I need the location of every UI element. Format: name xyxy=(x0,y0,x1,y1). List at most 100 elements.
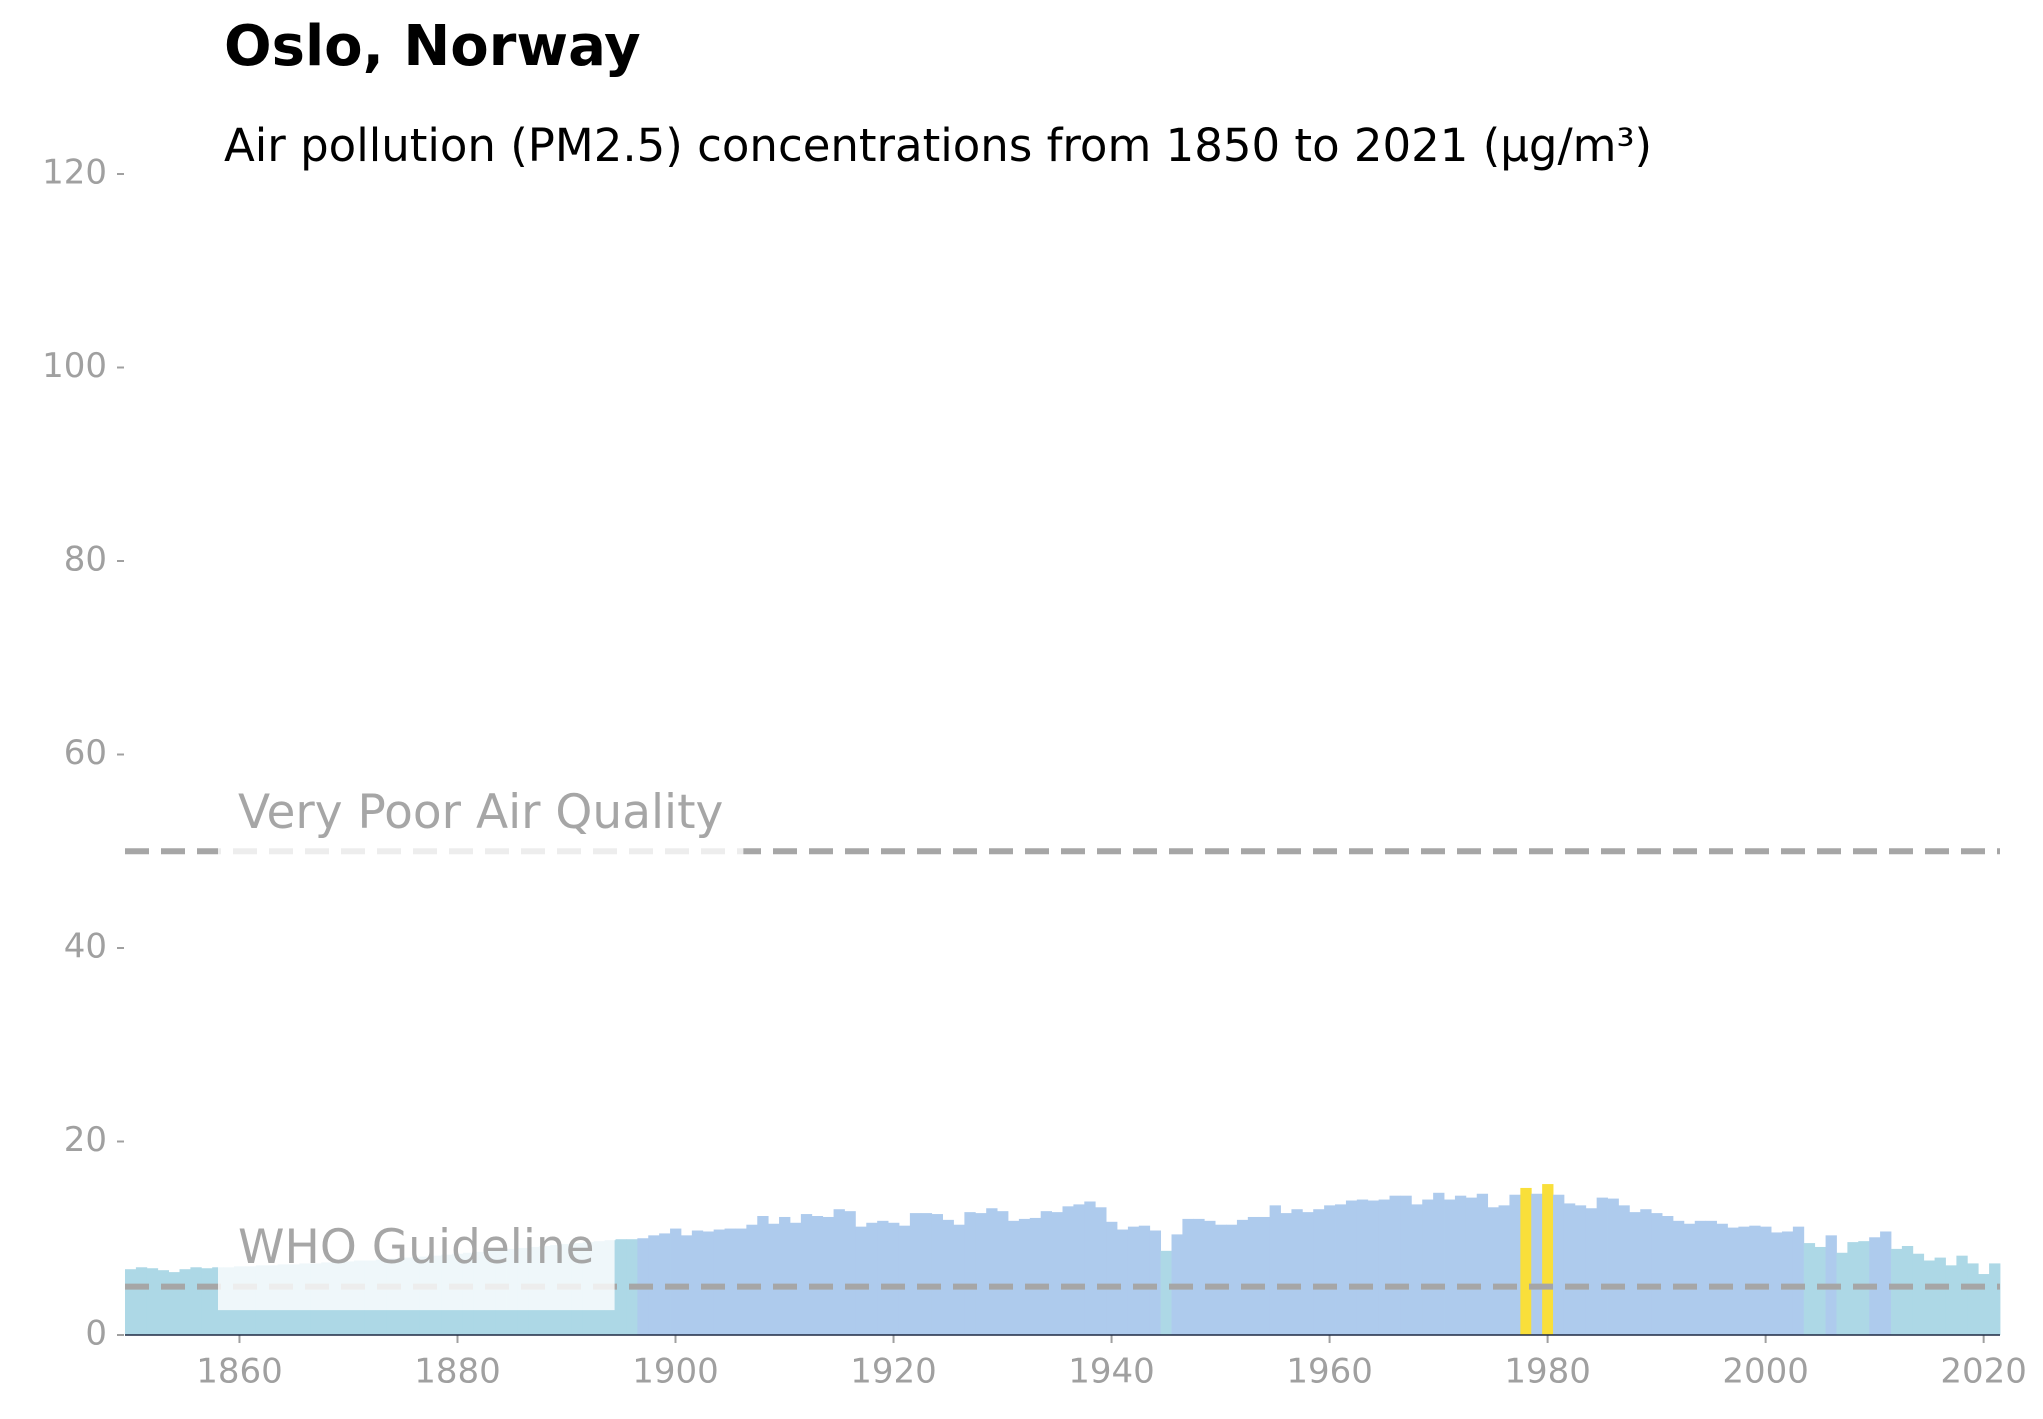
bar xyxy=(1738,1226,1750,1335)
bar xyxy=(822,1216,834,1335)
bar xyxy=(1084,1201,1096,1335)
bar xyxy=(1509,1194,1521,1335)
x-tick-label: 1900 xyxy=(632,1352,719,1392)
bar xyxy=(1236,1219,1249,1335)
bar xyxy=(1073,1204,1085,1335)
y-tick-label: 80 xyxy=(64,540,107,580)
bar xyxy=(1803,1243,1816,1335)
bar xyxy=(1672,1220,1685,1335)
y-tick-label: 40 xyxy=(64,927,107,967)
bar xyxy=(1923,1260,1935,1335)
bar xyxy=(1422,1199,1434,1335)
bar xyxy=(1934,1257,1946,1335)
bar xyxy=(1792,1226,1805,1335)
bar xyxy=(866,1222,878,1335)
bar xyxy=(691,1230,704,1335)
bar xyxy=(1563,1203,1576,1335)
bar xyxy=(1454,1195,1467,1335)
bar xyxy=(135,1267,148,1335)
label-background xyxy=(218,1210,615,1311)
bar xyxy=(1356,1199,1369,1335)
bar xyxy=(1967,1263,1979,1335)
bar xyxy=(1335,1204,1347,1335)
bar xyxy=(724,1228,736,1335)
x-tick-label: 1980 xyxy=(1504,1352,1591,1392)
y-tick-label: 0 xyxy=(85,1314,107,1354)
bar xyxy=(1302,1212,1314,1335)
chart-title: Oslo, Norway xyxy=(224,14,641,79)
bar xyxy=(1226,1224,1238,1335)
label-background xyxy=(218,774,744,875)
bar xyxy=(670,1228,682,1335)
bar xyxy=(1051,1212,1063,1335)
bar xyxy=(1956,1255,1968,1335)
bar xyxy=(1291,1209,1303,1335)
bar xyxy=(1324,1205,1336,1335)
bar xyxy=(1465,1197,1478,1335)
bar xyxy=(1683,1223,1696,1335)
bar xyxy=(1771,1232,1783,1335)
bar xyxy=(1498,1205,1510,1335)
bar xyxy=(146,1268,159,1335)
bar xyxy=(1705,1220,1717,1335)
bar xyxy=(1760,1226,1772,1335)
bar xyxy=(986,1208,998,1335)
bar xyxy=(1345,1200,1358,1335)
bar xyxy=(1367,1200,1380,1335)
bar xyxy=(1433,1192,1445,1335)
bar xyxy=(1204,1220,1216,1335)
bar xyxy=(1836,1252,1848,1335)
reference-label: Very Poor Air Quality xyxy=(238,785,723,840)
bar xyxy=(964,1212,976,1335)
bar xyxy=(1313,1209,1325,1335)
bar xyxy=(1520,1187,1532,1335)
bar xyxy=(1117,1229,1129,1335)
bar xyxy=(1629,1212,1641,1335)
bar xyxy=(1694,1220,1707,1335)
y-tick-label: 100 xyxy=(42,346,107,386)
bar xyxy=(757,1215,769,1335)
bar xyxy=(1040,1211,1052,1335)
y-tick-label: 120 xyxy=(42,153,107,193)
chart-subtitle: Air pollution (PM2.5) concentrations fro… xyxy=(224,119,1652,172)
bar xyxy=(157,1270,170,1335)
bar xyxy=(833,1209,845,1335)
bar xyxy=(212,1267,224,1335)
x-tick-label: 2020 xyxy=(1940,1352,2027,1392)
bar xyxy=(855,1226,867,1335)
bar xyxy=(844,1211,856,1335)
bar xyxy=(1651,1213,1663,1335)
bar xyxy=(1149,1230,1162,1335)
bar xyxy=(125,1269,137,1335)
bar xyxy=(1814,1246,1826,1335)
bar xyxy=(1945,1265,1957,1335)
x-tick-label: 1960 xyxy=(1286,1352,1373,1392)
bar xyxy=(1596,1197,1608,1335)
bar xyxy=(1749,1225,1761,1335)
x-tick-label: 1940 xyxy=(1068,1352,1155,1392)
bar xyxy=(190,1267,202,1335)
bar xyxy=(1640,1209,1652,1335)
bar xyxy=(1018,1218,1031,1335)
bar xyxy=(1269,1205,1281,1335)
bar xyxy=(1127,1226,1140,1335)
bar xyxy=(920,1213,933,1335)
bar xyxy=(1476,1193,1489,1335)
bar xyxy=(1400,1195,1412,1335)
bar xyxy=(713,1229,725,1335)
bar xyxy=(1727,1227,1739,1335)
bar xyxy=(1912,1253,1925,1335)
bar xyxy=(1444,1199,1456,1335)
bar xyxy=(1716,1223,1728,1335)
bar xyxy=(746,1224,758,1335)
y-tick-label: 20 xyxy=(64,1120,107,1160)
bar xyxy=(953,1224,965,1335)
bar xyxy=(1781,1231,1794,1335)
bar xyxy=(1007,1220,1020,1335)
bar xyxy=(1542,1184,1554,1335)
bar xyxy=(909,1213,922,1335)
bar xyxy=(201,1268,213,1335)
bar xyxy=(1029,1217,1042,1335)
